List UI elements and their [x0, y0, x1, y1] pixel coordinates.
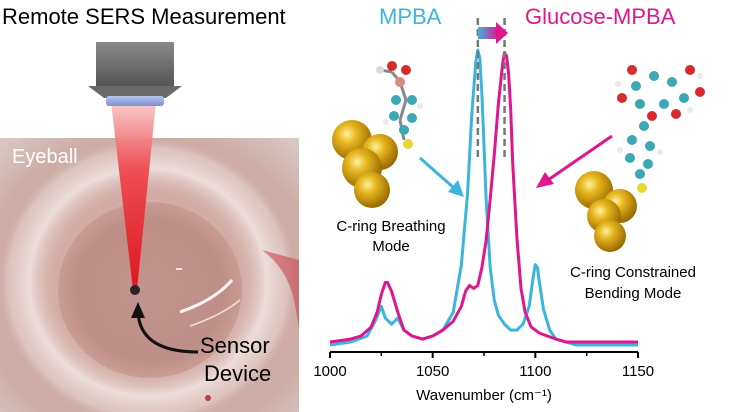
sensor-device — [130, 285, 140, 295]
x-axis-label: Wavenumber (cm⁻¹) — [416, 387, 552, 404]
glucose-mpba-molecule-icon — [575, 65, 705, 252]
mpba-molecule-icon — [332, 61, 423, 208]
glucose-mpba-label: Glucose-MPBA — [525, 4, 676, 29]
bending-mode-label-line2: Bending Mode — [584, 285, 682, 302]
sensor-pointer-arrow — [136, 311, 199, 354]
breathing-mode-label-line1: C-ring Breathing — [336, 218, 446, 235]
series-line-glucose-mpba — [329, 51, 638, 344]
peak-shift-arrow — [478, 22, 508, 44]
x-tick-label: 1000 — [313, 363, 346, 380]
eyeball-label: Eyeball — [12, 146, 78, 168]
bending-mode-label-line1: C-ring Constrained — [570, 264, 696, 281]
breathing-mode-label-line2: Mode — [372, 238, 410, 255]
sclera-blood — [262, 250, 299, 330]
mpba-label: MPBA — [379, 4, 442, 29]
x-tick-label: 1050 — [416, 363, 449, 380]
figure-title: Remote SERS Measurement — [2, 4, 286, 29]
series-line-mpba — [329, 48, 638, 347]
cornea-reflection-2 — [189, 299, 241, 327]
glucose-mpba-pointer-arrow — [536, 134, 613, 188]
cornea — [58, 202, 242, 378]
cornea-reflection — [179, 279, 234, 314]
sensor-label-line1: Sensor — [200, 333, 270, 358]
x-tick-label: 1150 — [622, 363, 654, 380]
laser-beam — [111, 102, 156, 290]
mpba-pointer-arrow — [419, 156, 464, 197]
x-tick-label: 1100 — [519, 363, 551, 380]
sensor-label-line2: Device — [204, 361, 272, 386]
objective-lens-icon — [88, 42, 182, 106]
